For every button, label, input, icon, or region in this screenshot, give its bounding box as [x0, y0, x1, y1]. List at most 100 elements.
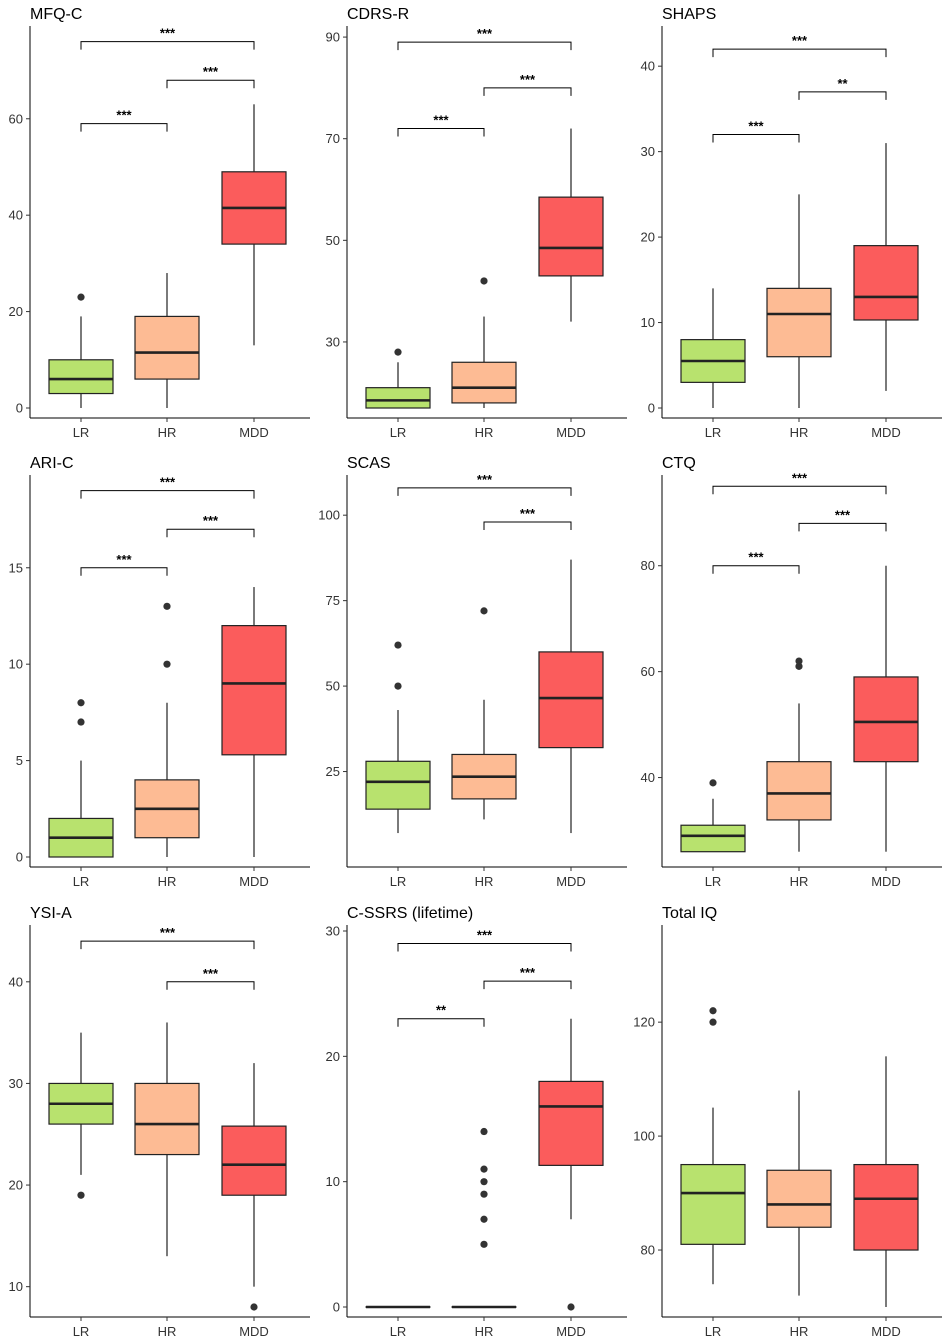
significance-bracket: *** [712, 119, 800, 143]
box-iqr [221, 625, 287, 756]
significance-label: *** [477, 928, 493, 943]
significance-bracket: *** [483, 506, 572, 531]
chart-panel-5: SCAS 25 50 75 100 LR HR MDD *** *** [317, 449, 632, 889]
bracket-line [166, 528, 255, 538]
outlier-point [480, 607, 488, 615]
y-tick-label: 100 [633, 1129, 655, 1144]
significance-label: *** [520, 506, 536, 521]
x-tick-label: HR [158, 425, 177, 440]
outlier-point [480, 1165, 488, 1173]
chart-panel-1: MFQ-C 0 20 40 60 LR HR MDD *** *** *** [0, 0, 315, 440]
y-tick-label: 60 [9, 111, 23, 126]
box-mdd [538, 1018, 604, 1311]
outlier-point [795, 657, 803, 665]
y-tick-label: 75 [326, 593, 340, 608]
box-iqr [538, 651, 604, 749]
box-iqr [134, 1082, 200, 1156]
significance-bracket: *** [712, 33, 887, 58]
bracket-line [166, 981, 255, 990]
bracket-line [80, 940, 255, 950]
box-mdd [538, 128, 604, 322]
y-tick-label: 50 [326, 679, 340, 694]
box-hr [134, 273, 200, 408]
outlier-point [394, 682, 402, 690]
x-tick-label: HR [158, 874, 177, 889]
outlier-point [567, 1303, 575, 1311]
x-tick-label: LR [705, 425, 722, 440]
significance-bracket: *** [80, 552, 168, 576]
x-tick-label: MDD [556, 425, 586, 440]
box-lr [365, 641, 431, 834]
significance-label: *** [477, 472, 493, 487]
box-lr [48, 1032, 114, 1199]
outlier-point [709, 1007, 717, 1015]
chart-svg: ARI-C 0 5 10 15 LR HR MDD *** *** *** [9, 455, 310, 889]
chart-title: ARI-C [30, 455, 74, 472]
x-tick-label: HR [790, 874, 809, 889]
bracket-line [483, 521, 572, 531]
outlier-point [394, 348, 402, 356]
chart-title: C-SSRS (lifetime) [347, 905, 473, 922]
box-iqr [853, 245, 919, 321]
outlier-point [480, 1178, 488, 1186]
box-hr [134, 602, 200, 857]
significance-label: *** [116, 108, 132, 123]
box-iqr [766, 761, 832, 821]
outlier-point [480, 1215, 488, 1223]
significance-bracket: *** [80, 925, 255, 950]
chart-title: CDRS-R [347, 6, 409, 23]
y-tick-label: 25 [326, 764, 340, 779]
bracket-line [397, 1018, 485, 1027]
box-lr [680, 779, 746, 853]
box-iqr [680, 824, 746, 853]
bracket-line [712, 565, 800, 574]
chart-title: YSI-A [30, 905, 72, 922]
y-tick-label: 40 [641, 770, 655, 785]
chart-title: MFQ-C [30, 6, 82, 23]
y-tick-label: 0 [648, 401, 655, 416]
chart-title: SCAS [347, 455, 391, 472]
x-tick-label: LR [390, 874, 407, 889]
x-tick-label: HR [158, 1324, 177, 1339]
y-tick-label: 80 [641, 1243, 655, 1258]
significance-bracket: *** [80, 475, 255, 499]
y-tick-label: 10 [641, 315, 655, 330]
box-mdd [853, 143, 919, 391]
bracket-line [397, 487, 572, 496]
box-iqr [766, 287, 832, 358]
bracket-line [80, 490, 255, 499]
outlier-point [250, 1303, 258, 1311]
bracket-line [798, 91, 887, 100]
bracket-line [80, 41, 255, 50]
box-lr [48, 699, 114, 858]
outlier-point [709, 1018, 717, 1026]
chart-svg: CDRS-R 30 50 70 90 LR HR MDD *** *** *** [326, 6, 627, 440]
box-iqr [365, 387, 431, 409]
box-iqr [48, 359, 114, 395]
significance-label: *** [160, 475, 176, 490]
significance-bracket: *** [397, 472, 572, 496]
significance-label: *** [835, 507, 851, 522]
chart-title: CTQ [662, 455, 696, 472]
box-hr [766, 194, 832, 408]
chart-panel-9: Total IQ 80 100 120 LR HR MDD [632, 899, 947, 1339]
box-mdd [538, 559, 604, 834]
box-hr [451, 1127, 517, 1309]
y-tick-label: 120 [633, 1015, 655, 1030]
x-tick-label: LR [73, 425, 90, 440]
y-tick-label: 10 [326, 1174, 340, 1189]
outlier-point [77, 1191, 85, 1199]
outlier-point [709, 779, 717, 787]
outlier-point [77, 293, 85, 301]
bracket-line [166, 79, 255, 89]
outlier-point [163, 602, 171, 610]
chart-svg: MFQ-C 0 20 40 60 LR HR MDD *** *** *** [9, 6, 310, 440]
x-tick-label: MDD [871, 1324, 901, 1339]
x-tick-label: HR [475, 874, 494, 889]
outlier-point [394, 641, 402, 649]
box-lr [680, 1007, 746, 1285]
box-mdd [853, 565, 919, 852]
significance-label: *** [748, 550, 764, 565]
